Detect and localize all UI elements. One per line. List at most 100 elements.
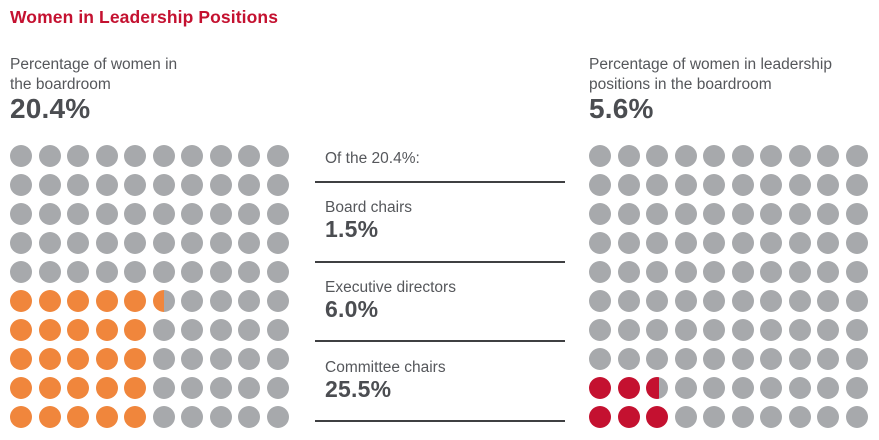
waffle-dot <box>703 406 725 428</box>
waffle-dot <box>731 290 754 312</box>
waffle-dot <box>731 261 754 283</box>
waffle-dot <box>646 232 668 254</box>
waffle-dot <box>703 348 725 370</box>
waffle-dot <box>617 348 640 370</box>
left-chart-value: 20.4% <box>10 93 91 124</box>
waffle-dot <box>181 319 203 341</box>
waffle-dot <box>788 319 811 341</box>
waffle-dot <box>238 145 260 167</box>
waffle-dot <box>95 261 118 283</box>
waffle-dot <box>152 203 175 225</box>
waffle-dot <box>38 406 61 428</box>
left-chart-label-line2: the boardroom <box>10 76 111 93</box>
waffle-dot <box>181 203 203 225</box>
waffle-dot <box>674 174 697 196</box>
waffle-dot <box>646 290 668 312</box>
waffle-dot <box>152 261 175 283</box>
waffle-dot <box>10 406 32 428</box>
waffle-dot <box>209 261 232 283</box>
waffle-dot <box>38 319 61 341</box>
waffle-dot <box>124 203 146 225</box>
waffle-dot <box>703 261 725 283</box>
waffle-dot <box>646 319 668 341</box>
waffle-dot <box>124 261 146 283</box>
waffle-dot <box>646 261 668 283</box>
waffle-dot <box>67 203 89 225</box>
waffle-dot <box>845 377 868 399</box>
waffle-dot <box>674 319 697 341</box>
waffle-dot <box>817 203 839 225</box>
waffle-dot <box>817 174 839 196</box>
right-chart-label-line2: positions in the boardroom <box>589 76 772 93</box>
waffle-dot <box>817 348 839 370</box>
waffle-dot <box>731 377 754 399</box>
waffle-dot <box>38 232 61 254</box>
waffle-dot <box>760 261 782 283</box>
waffle-dot <box>617 261 640 283</box>
waffle-dot <box>181 174 203 196</box>
waffle-dot <box>152 319 175 341</box>
waffle-dot <box>817 145 839 167</box>
waffle-dot <box>589 290 611 312</box>
waffle-dot <box>124 174 146 196</box>
waffle-dot <box>152 174 175 196</box>
breakdown-item-value: 1.5% <box>325 216 379 242</box>
waffle-dot <box>617 377 640 399</box>
waffle-dot <box>589 377 611 399</box>
waffle-dot <box>731 145 754 167</box>
waffle-dot <box>95 232 118 254</box>
waffle-dot <box>209 290 232 312</box>
waffle-dot <box>703 232 725 254</box>
breakdown-item-value: 6.0% <box>325 296 379 322</box>
waffle-dot <box>238 377 260 399</box>
waffle-dot <box>10 348 32 370</box>
waffle-dot <box>646 406 668 428</box>
waffle-dot <box>67 319 89 341</box>
waffle-dot <box>617 174 640 196</box>
waffle-dot <box>788 261 811 283</box>
waffle-dot <box>10 174 32 196</box>
waffle-dot <box>845 145 868 167</box>
waffle-dot <box>788 348 811 370</box>
waffle-dot <box>760 290 782 312</box>
waffle-dot <box>703 290 725 312</box>
waffle-dot <box>67 174 89 196</box>
divider <box>315 420 565 422</box>
waffle-dot <box>67 232 89 254</box>
waffle-dot <box>38 290 61 312</box>
waffle-dot <box>617 232 640 254</box>
waffle-dot <box>95 319 118 341</box>
waffle-dot <box>674 290 697 312</box>
waffle-dot <box>703 145 725 167</box>
waffle-dot <box>124 232 146 254</box>
waffle-dot <box>788 232 811 254</box>
waffle-dot <box>10 290 32 312</box>
waffle-dot <box>674 348 697 370</box>
waffle-dot <box>152 232 175 254</box>
waffle-dot <box>674 203 697 225</box>
waffle-dot <box>266 145 289 167</box>
waffle-dot <box>152 290 175 312</box>
waffle-dot <box>38 145 61 167</box>
waffle-dot <box>67 377 89 399</box>
waffle-dot <box>266 348 289 370</box>
waffle-dot <box>731 406 754 428</box>
waffle-dot <box>238 232 260 254</box>
waffle-dot <box>817 319 839 341</box>
waffle-dot <box>617 319 640 341</box>
waffle-dot <box>266 377 289 399</box>
waffle-dot <box>617 203 640 225</box>
waffle-dot <box>238 174 260 196</box>
waffle-dot <box>266 232 289 254</box>
waffle-dot <box>266 174 289 196</box>
left-chart-label-line1: Percentage of women in <box>10 56 178 73</box>
waffle-dot <box>589 232 611 254</box>
waffle-dot <box>67 348 89 370</box>
waffle-dot <box>760 145 782 167</box>
waffle-dot <box>589 319 611 341</box>
waffle-dot <box>181 232 203 254</box>
divider <box>315 261 565 263</box>
breakdown-item-value: 25.5% <box>325 376 392 402</box>
waffle-dot <box>181 261 203 283</box>
